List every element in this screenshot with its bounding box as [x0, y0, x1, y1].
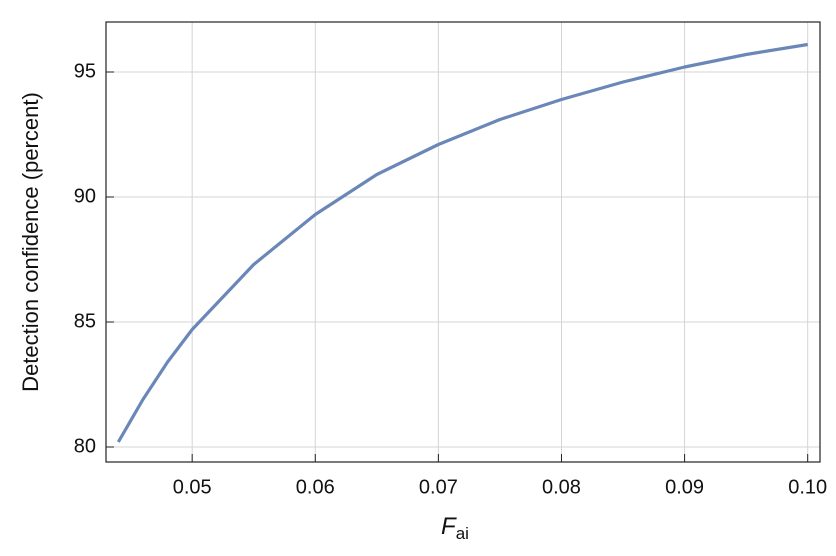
- y-tick-label: 85: [74, 310, 96, 332]
- x-tick-label: 0.09: [665, 476, 704, 498]
- y-tick-label: 80: [74, 435, 96, 457]
- y-tick-label: 95: [74, 60, 96, 82]
- x-tick-label: 0.05: [173, 476, 212, 498]
- y-axis-label: Detection confidence (percent): [18, 92, 43, 392]
- x-tick-label: 0.08: [542, 476, 581, 498]
- x-axis-label-sub: ai: [456, 524, 469, 543]
- x-axis-label-main: F: [441, 513, 457, 540]
- x-tick-label: 0.06: [296, 476, 335, 498]
- y-tick-label: 90: [74, 185, 96, 207]
- x-axis-label: Fai: [441, 513, 469, 543]
- x-tick-label: 0.10: [788, 476, 827, 498]
- x-tick-label: 0.07: [419, 476, 458, 498]
- plot-frame: [105, 21, 821, 463]
- data-line: [116, 42, 808, 443]
